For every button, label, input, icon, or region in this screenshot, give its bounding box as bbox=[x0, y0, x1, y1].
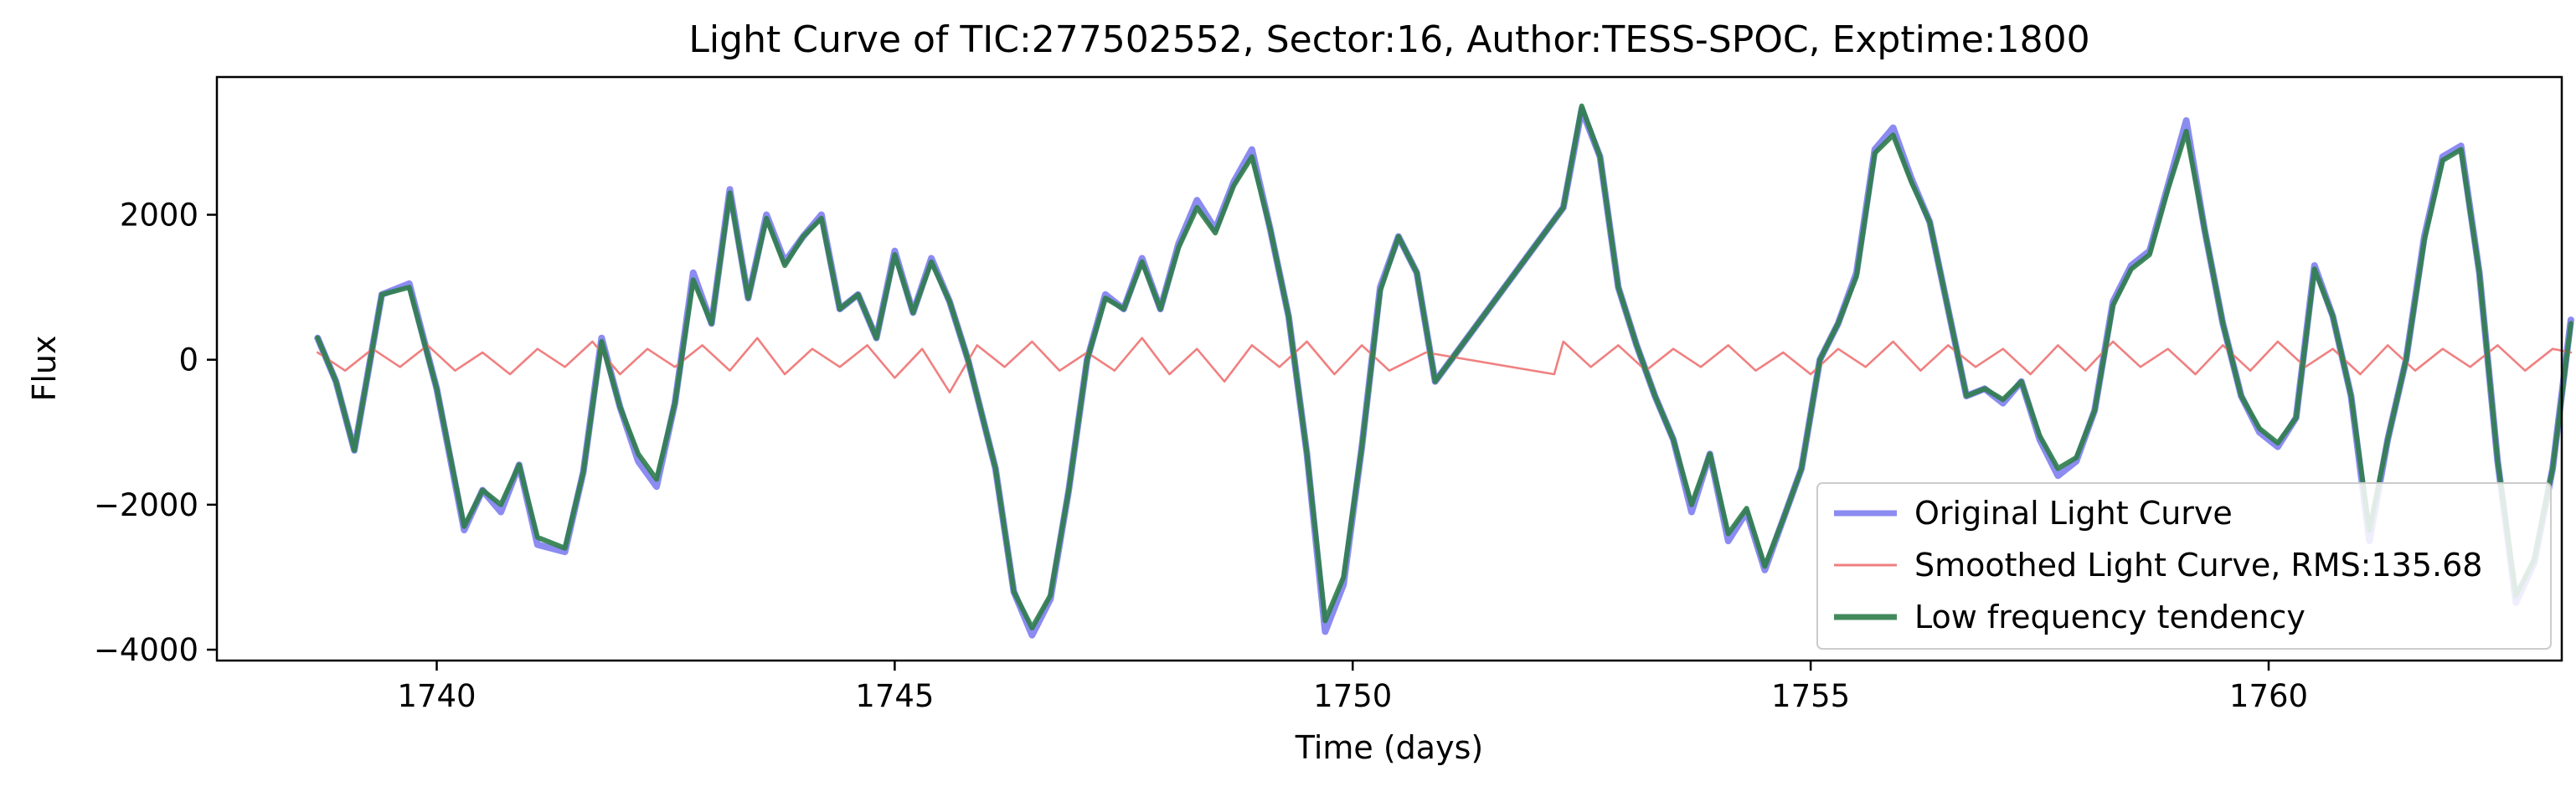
x-tick-label: 1755 bbox=[1771, 678, 1850, 714]
x-tick-label: 1740 bbox=[397, 678, 476, 714]
x-axis-ticks: 1740 1745 1750 1755 1760 bbox=[397, 661, 2308, 714]
x-tick-label: 1750 bbox=[1313, 678, 1392, 714]
series-layer bbox=[314, 103, 2574, 639]
chart-title: Light Curve of TIC:277502552, Sector:16,… bbox=[688, 18, 2089, 61]
legend-label-original: Original Light Curve bbox=[1914, 495, 2233, 532]
chart-legend: Original Light Curve Smoothed Light Curv… bbox=[1816, 482, 2552, 650]
legend-box bbox=[1816, 482, 2552, 650]
y-axis-ticks: −4000 −2000 0 2000 bbox=[94, 198, 217, 668]
x-axis-label: Time (days) bbox=[1295, 729, 1483, 766]
plot-frame bbox=[215, 75, 2563, 662]
x-tick-label: 1745 bbox=[855, 678, 934, 714]
y-tick-label: 0 bbox=[178, 342, 198, 378]
y-tick-label: −2000 bbox=[94, 487, 198, 523]
y-tick-label: −4000 bbox=[94, 632, 198, 668]
low-frequency-tendency-line bbox=[315, 103, 2573, 630]
legend-label-smoothed: Smoothed Light Curve, RMS:135.68 bbox=[1914, 547, 2482, 584]
y-tick-label: 2000 bbox=[120, 198, 198, 234]
x-tick-label: 1760 bbox=[2229, 678, 2308, 714]
y-axis-label: Flux bbox=[26, 336, 63, 402]
legend-label-low-frequency: Low frequency tendency bbox=[1914, 599, 2306, 635]
